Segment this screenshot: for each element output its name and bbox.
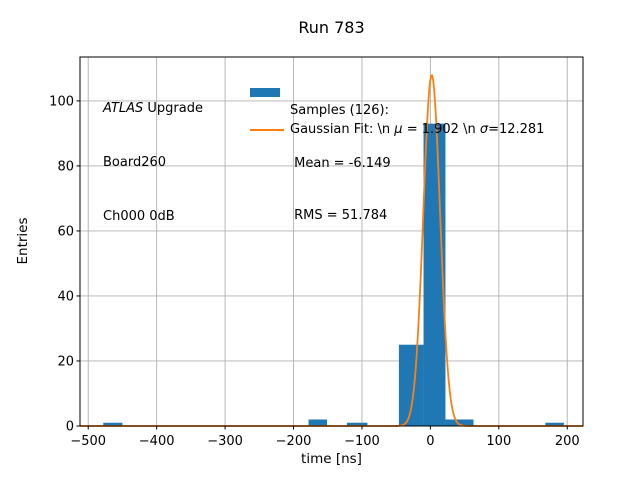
legend-gaussian-entry: Gaussian Fit: \n μ = 1.902 \n σ=12.281: [290, 122, 545, 137]
x-tick-label: −400: [139, 434, 175, 449]
legend-hist-swatch: [250, 88, 280, 97]
x-tick-label: −300: [207, 434, 243, 449]
y-axis-label: Entries: [15, 217, 31, 265]
histogram-bar: [308, 419, 328, 426]
legend-rms-line: RMS = 51.784: [290, 208, 388, 223]
histogram-bar: [398, 344, 424, 426]
legend-samples-entry: Samples (126): Mean = -6.149 RMS = 51.78…: [290, 67, 391, 260]
sigma-symbol: σ: [479, 122, 489, 137]
x-tick-label: 100: [486, 434, 511, 449]
histogram-bar: [103, 422, 123, 426]
x-tick-label: 0: [426, 434, 434, 449]
x-tick-label: −500: [70, 434, 106, 449]
x-tick-label: 200: [555, 434, 580, 449]
x-axis-label: time [ns]: [301, 451, 362, 467]
annotation-line-1: ATLAS Upgrade: [103, 101, 203, 116]
y-tick-label: 0: [66, 420, 74, 435]
legend-mean-line: Mean = -6.149: [290, 155, 391, 171]
x-tick-label: −200: [276, 434, 312, 449]
mu-symbol: μ: [394, 122, 403, 137]
legend-samples-line: Samples (126):: [290, 103, 389, 118]
annotation-line-2: Board260: [103, 155, 167, 170]
annotation-atlas: ATLAS: [103, 101, 144, 116]
legend-fit-line-swatch: [250, 129, 284, 131]
chart-title: Run 783: [298, 18, 365, 37]
annotation-block: ATLAS Upgrade Board260 Ch000 0dB: [103, 64, 203, 262]
y-tick-label: 40: [57, 289, 74, 304]
y-tick-label: 60: [57, 224, 74, 239]
y-tick-label: 20: [57, 354, 74, 369]
histogram-bar: [445, 419, 474, 426]
x-tick-label: −100: [344, 434, 380, 449]
y-tick-label: 100: [49, 94, 74, 109]
plot-frame: [79, 56, 584, 427]
y-tick-label: 80: [57, 159, 74, 174]
histogram-bar: [346, 422, 368, 426]
histogram-bar: [545, 422, 564, 426]
annotation-line-3: Ch000 0dB: [103, 209, 175, 224]
